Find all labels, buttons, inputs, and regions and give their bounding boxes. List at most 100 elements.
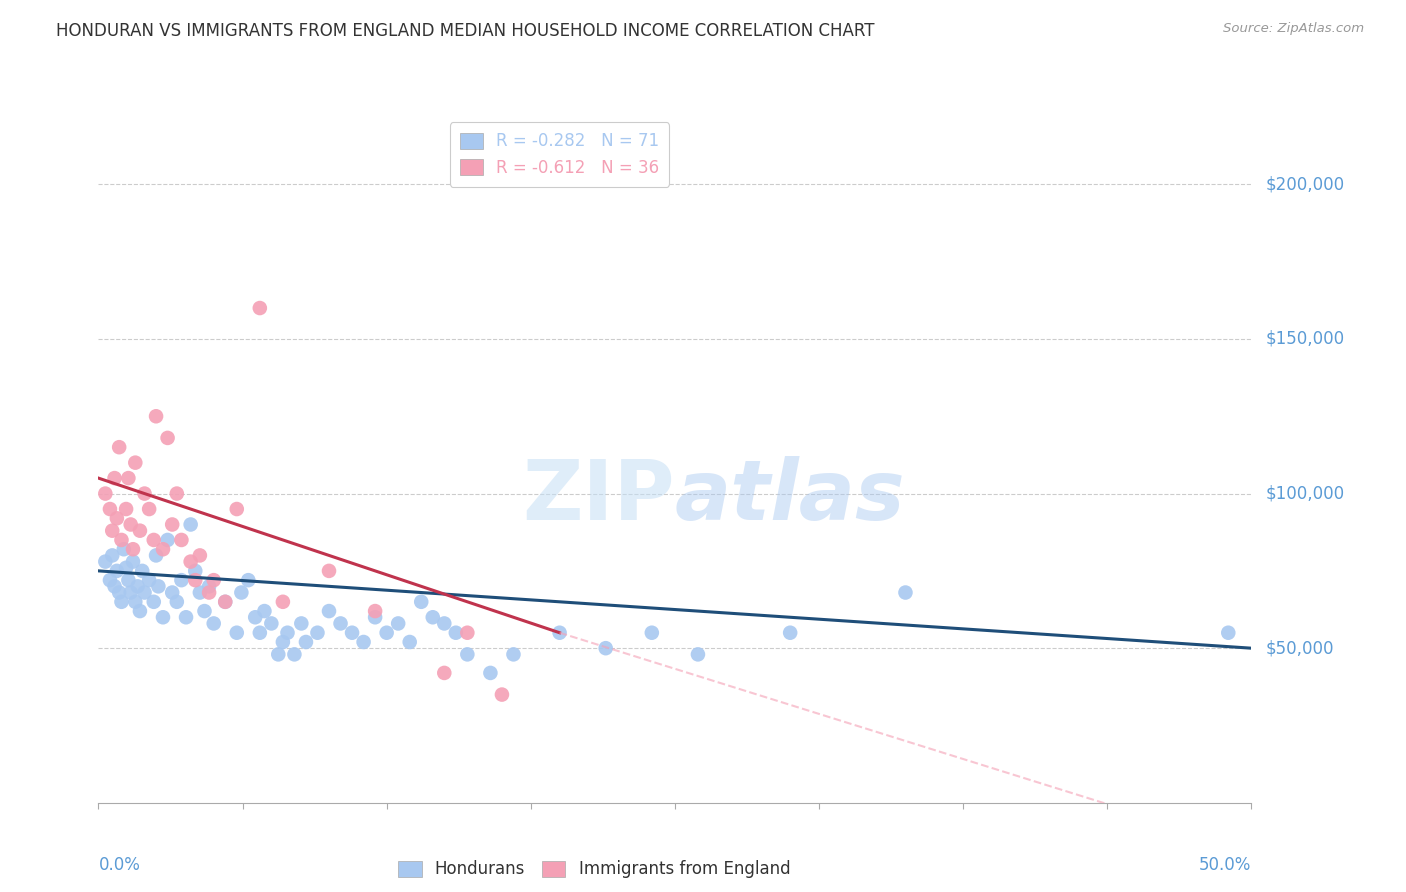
Text: 0.0%: 0.0% bbox=[98, 856, 141, 874]
Point bbox=[105, 511, 128, 525]
Point bbox=[340, 625, 363, 640]
Point bbox=[94, 486, 117, 500]
Point bbox=[198, 585, 221, 599]
Point bbox=[156, 431, 179, 445]
Point bbox=[180, 555, 202, 569]
Point bbox=[166, 486, 188, 500]
Point bbox=[894, 585, 917, 599]
Point bbox=[122, 542, 145, 557]
Point bbox=[548, 625, 571, 640]
Point bbox=[105, 564, 128, 578]
Point bbox=[214, 595, 236, 609]
Point bbox=[456, 625, 478, 640]
Point bbox=[595, 641, 617, 656]
Point bbox=[1218, 625, 1240, 640]
Point bbox=[152, 542, 174, 557]
Point bbox=[160, 585, 183, 599]
Point bbox=[398, 635, 420, 649]
Point bbox=[170, 573, 193, 587]
Point bbox=[98, 573, 121, 587]
Point bbox=[238, 573, 260, 587]
Point bbox=[318, 604, 340, 618]
Point bbox=[184, 573, 207, 587]
Point bbox=[276, 625, 298, 640]
Text: $200,000: $200,000 bbox=[1265, 176, 1344, 194]
Point bbox=[120, 585, 142, 599]
Point bbox=[225, 625, 247, 640]
Point bbox=[138, 502, 160, 516]
Point bbox=[120, 517, 142, 532]
Point bbox=[129, 524, 152, 538]
Point bbox=[117, 573, 139, 587]
Point bbox=[101, 524, 124, 538]
Point bbox=[110, 595, 132, 609]
Text: ZIP: ZIP bbox=[523, 456, 675, 537]
Point bbox=[444, 625, 467, 640]
Point bbox=[779, 625, 801, 640]
Text: atlas: atlas bbox=[675, 456, 905, 537]
Point bbox=[491, 688, 513, 702]
Text: $50,000: $50,000 bbox=[1265, 640, 1334, 657]
Point bbox=[131, 564, 153, 578]
Point bbox=[260, 616, 283, 631]
Point bbox=[329, 616, 352, 631]
Point bbox=[267, 648, 290, 662]
Point bbox=[193, 604, 215, 618]
Point bbox=[108, 585, 131, 599]
Point bbox=[214, 595, 236, 609]
Point bbox=[271, 595, 294, 609]
Point bbox=[253, 604, 276, 618]
Legend: Hondurans, Immigrants from England: Hondurans, Immigrants from England bbox=[391, 854, 797, 885]
Point bbox=[271, 635, 294, 649]
Point bbox=[134, 486, 156, 500]
Text: Source: ZipAtlas.com: Source: ZipAtlas.com bbox=[1223, 22, 1364, 36]
Point bbox=[108, 440, 131, 454]
Point bbox=[364, 604, 387, 618]
Point bbox=[101, 549, 124, 563]
Point bbox=[115, 502, 138, 516]
Point bbox=[148, 579, 170, 593]
Point bbox=[142, 595, 165, 609]
Point bbox=[112, 542, 135, 557]
Point bbox=[166, 595, 188, 609]
Point bbox=[307, 625, 329, 640]
Point bbox=[122, 555, 145, 569]
Point bbox=[170, 533, 193, 547]
Point bbox=[433, 616, 456, 631]
Text: HONDURAN VS IMMIGRANTS FROM ENGLAND MEDIAN HOUSEHOLD INCOME CORRELATION CHART: HONDURAN VS IMMIGRANTS FROM ENGLAND MEDI… bbox=[56, 22, 875, 40]
Point bbox=[245, 610, 267, 624]
Point bbox=[364, 610, 387, 624]
Point bbox=[318, 564, 340, 578]
Point bbox=[180, 517, 202, 532]
Point bbox=[422, 610, 444, 624]
Point bbox=[145, 409, 167, 424]
Point bbox=[174, 610, 197, 624]
Point bbox=[249, 301, 271, 315]
Point bbox=[129, 604, 152, 618]
Point bbox=[202, 616, 225, 631]
Point bbox=[198, 579, 221, 593]
Point bbox=[686, 648, 709, 662]
Text: $150,000: $150,000 bbox=[1265, 330, 1344, 348]
Point bbox=[115, 561, 138, 575]
Point bbox=[456, 648, 478, 662]
Point bbox=[160, 517, 183, 532]
Point bbox=[124, 595, 146, 609]
Point bbox=[353, 635, 375, 649]
Point bbox=[134, 585, 156, 599]
Point bbox=[411, 595, 433, 609]
Point bbox=[145, 549, 167, 563]
Point bbox=[249, 625, 271, 640]
Point bbox=[103, 471, 125, 485]
Point bbox=[202, 573, 225, 587]
Point bbox=[290, 616, 312, 631]
Point bbox=[103, 579, 125, 593]
Point bbox=[98, 502, 121, 516]
Point bbox=[156, 533, 179, 547]
Point bbox=[387, 616, 409, 631]
Point bbox=[188, 549, 211, 563]
Point bbox=[283, 648, 305, 662]
Point bbox=[231, 585, 253, 599]
Point bbox=[433, 665, 456, 680]
Point bbox=[641, 625, 664, 640]
